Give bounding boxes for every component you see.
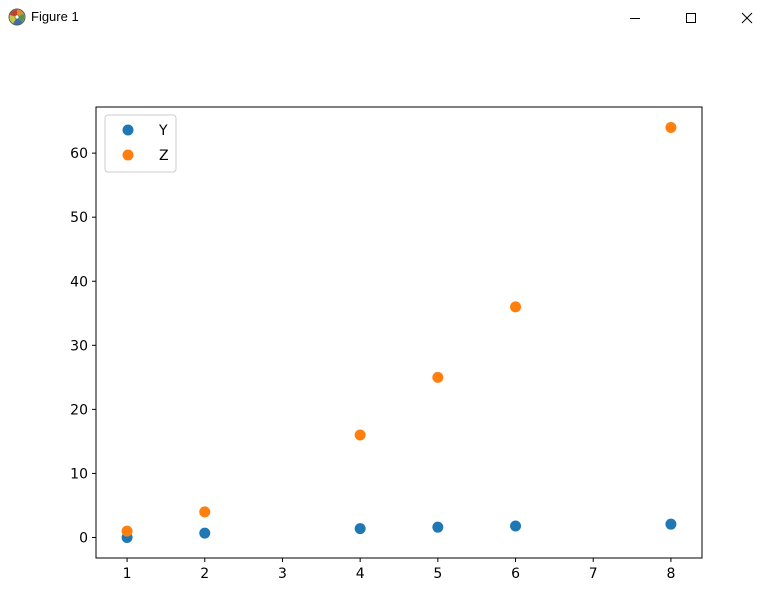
minimize-button[interactable] <box>612 0 658 36</box>
data-point-z <box>510 301 522 313</box>
y-tick-label: 60 <box>70 146 88 162</box>
data-point-z <box>432 371 444 383</box>
x-tick-label: 1 <box>123 566 132 582</box>
legend-marker-z <box>122 149 134 161</box>
matplotlib-logo-icon <box>8 8 26 26</box>
y-axis: 0 10 20 30 40 50 60 <box>70 146 96 547</box>
scatter-chart: 1 2 3 4 5 6 7 8 0 10 20 30 40 50 60 YZ <box>70 106 703 582</box>
axes-frame <box>95 106 703 559</box>
legend-label: Z <box>159 148 169 164</box>
legend-label: Y <box>158 123 168 139</box>
data-points <box>121 122 677 543</box>
data-point-y <box>354 523 366 535</box>
close-icon <box>741 12 753 24</box>
data-point-z <box>199 506 211 518</box>
x-tick-label: 8 <box>666 566 675 582</box>
data-point-z <box>121 525 133 537</box>
y-tick-label: 50 <box>70 210 88 226</box>
data-point-y <box>199 527 211 539</box>
window-titlebar: Figure 1 <box>0 0 768 36</box>
data-point-z <box>665 122 677 133</box>
y-tick-label: 30 <box>70 338 88 354</box>
legend: YZ <box>104 114 177 173</box>
y-tick-label: 20 <box>70 402 88 418</box>
x-axis: 1 2 3 4 5 6 7 8 <box>123 558 675 582</box>
data-point-z <box>354 429 366 441</box>
x-tick-label: 6 <box>511 566 520 582</box>
x-tick-label: 3 <box>278 566 287 582</box>
y-tick-label: 0 <box>79 531 88 547</box>
x-tick-label: 7 <box>589 566 598 582</box>
maximize-icon <box>686 13 696 23</box>
x-tick-label: 2 <box>200 566 209 582</box>
maximize-button[interactable] <box>668 0 714 36</box>
y-tick-label: 40 <box>70 274 88 290</box>
y-tick-label: 10 <box>70 466 88 482</box>
minimize-icon <box>630 18 640 19</box>
close-button[interactable] <box>724 0 768 36</box>
data-point-y <box>510 520 522 532</box>
data-point-y <box>665 518 677 530</box>
x-tick-label: 5 <box>433 566 442 582</box>
window-title: Figure 1 <box>31 9 79 24</box>
data-point-y <box>432 521 444 533</box>
x-tick-label: 4 <box>356 566 365 582</box>
legend-marker-y <box>122 124 134 136</box>
